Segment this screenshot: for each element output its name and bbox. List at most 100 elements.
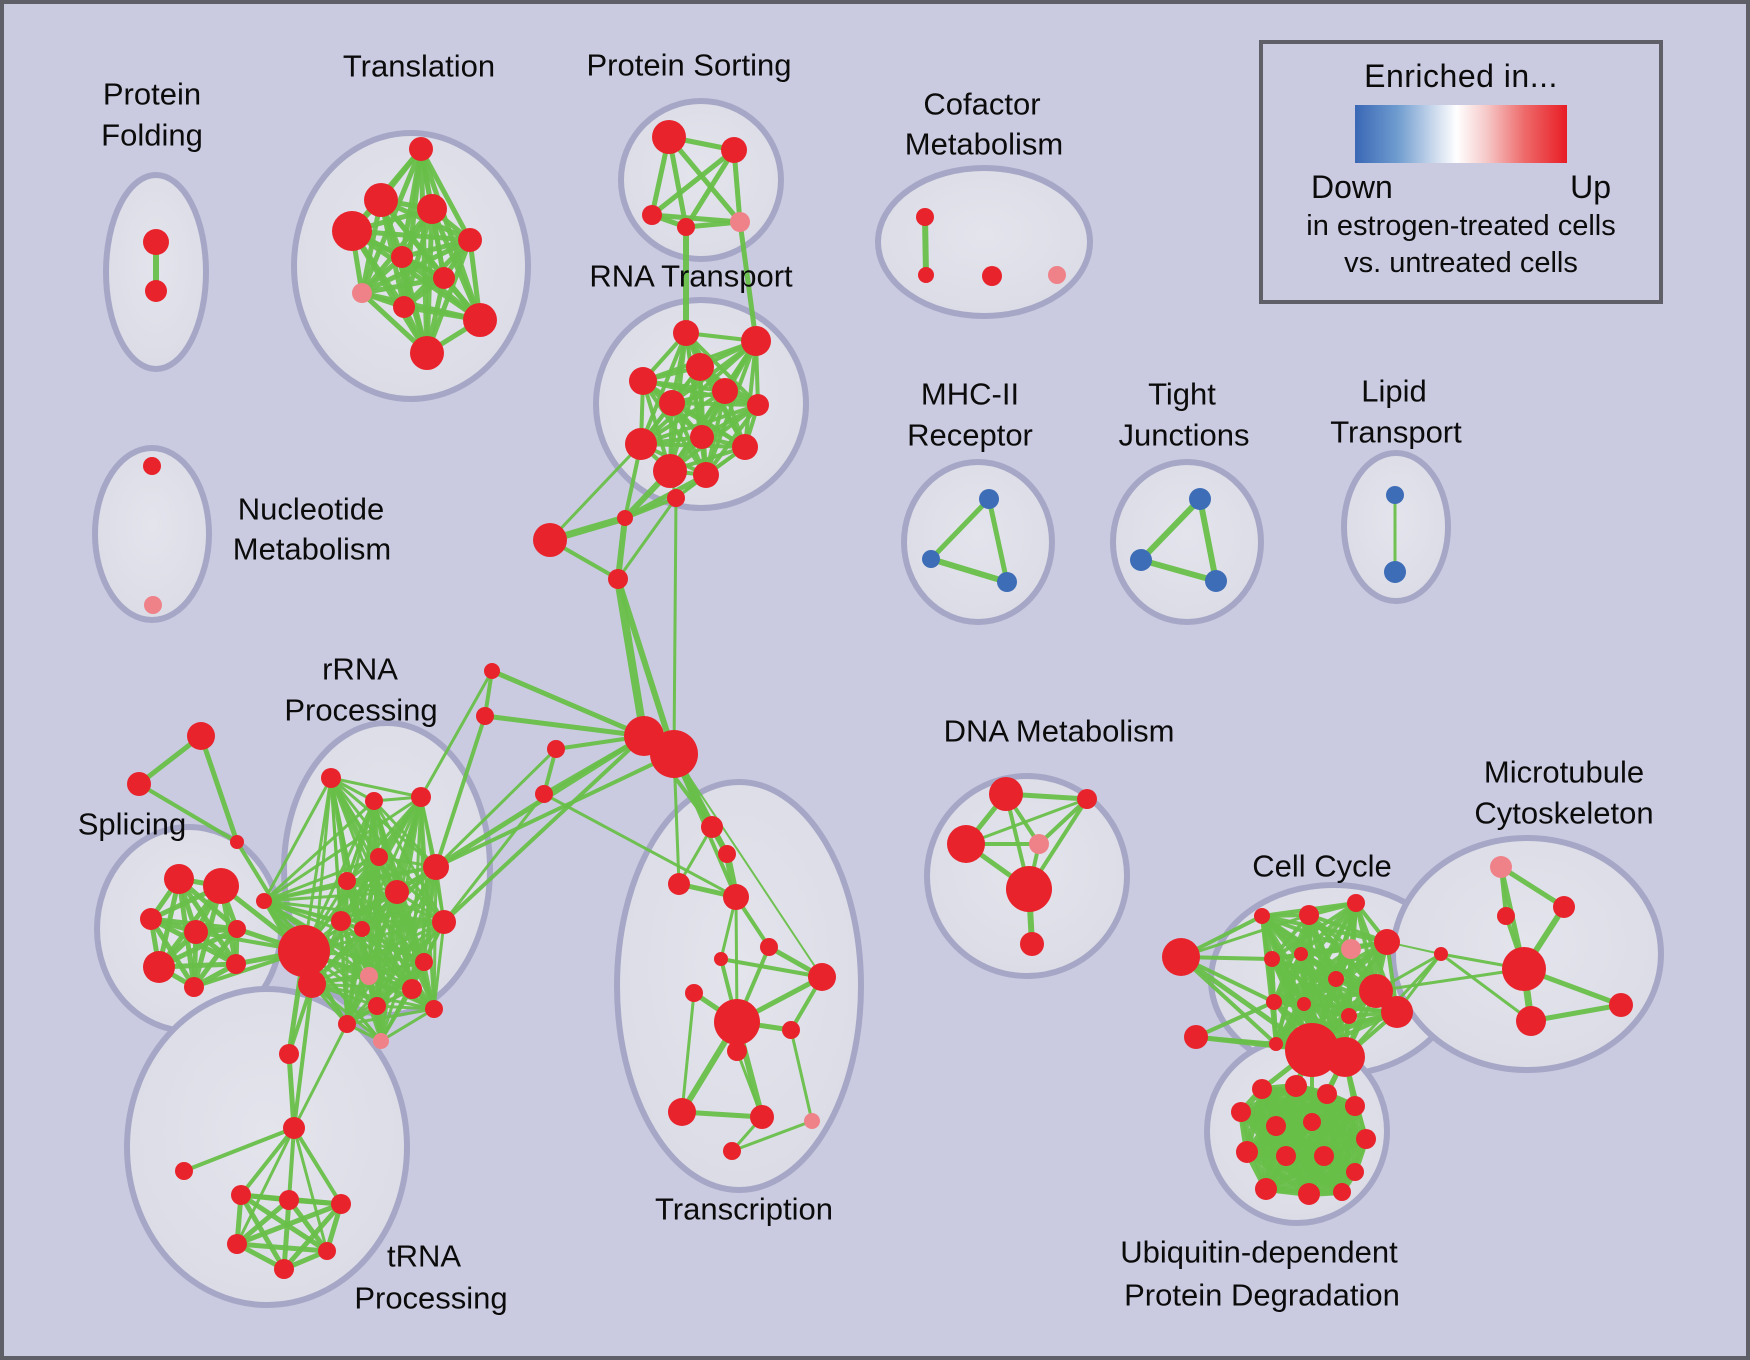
network-edge xyxy=(641,379,760,407)
network-edge xyxy=(922,214,929,278)
network-node-rr8 xyxy=(256,893,272,909)
network-edge xyxy=(928,556,1010,585)
network-node-mcp xyxy=(1490,856,1512,878)
network-edge xyxy=(730,1119,814,1153)
network-edge xyxy=(292,1126,329,1253)
network-edge xyxy=(639,331,688,446)
network-node-rr10 xyxy=(354,921,370,937)
network-node-j3 xyxy=(1205,570,1227,592)
network-canvas: Protein Folding Translation Protein Sorting… xyxy=(78,48,1664,1316)
cluster-label-microtubule-cytoskeleton-line1: Microtubule xyxy=(1484,755,1644,790)
network-edge xyxy=(345,920,446,1026)
network-node-s3 xyxy=(140,908,162,930)
network-edge xyxy=(234,1241,330,1254)
network-edge xyxy=(616,496,678,581)
network-node-rr7 xyxy=(385,880,409,904)
network-node-rr15 xyxy=(338,1015,356,1033)
network-node-u5 xyxy=(1345,1096,1365,1116)
network-node-rr9 xyxy=(331,911,351,931)
network-node-r5 xyxy=(712,378,738,404)
network-node-u11 xyxy=(1314,1146,1334,1166)
network-edge xyxy=(419,669,494,799)
network-edge xyxy=(262,795,423,903)
network-node-rr4 xyxy=(423,854,449,880)
network-node-k12 xyxy=(1297,997,1311,1011)
network-edge xyxy=(623,496,678,520)
network-edge xyxy=(1179,913,1311,959)
network-edge xyxy=(614,575,648,740)
network-node-x5 xyxy=(760,938,778,956)
network-edge xyxy=(928,496,992,562)
network-node-k4 xyxy=(1264,951,1280,967)
cluster-label-cell-cycle: Cell Cycle xyxy=(1252,849,1392,884)
network-edge xyxy=(1272,989,1378,1004)
legend-down-label: Down xyxy=(1311,169,1393,205)
network-edge xyxy=(1194,1000,1276,1039)
legend-endpoints: Down Up xyxy=(1311,169,1611,206)
network-node-h1 xyxy=(533,523,567,557)
network-edge xyxy=(302,799,376,953)
network-edge xyxy=(329,776,423,799)
network-node-h3 xyxy=(667,489,685,507)
legend-up-label: Up xyxy=(1570,169,1611,205)
network-node-j1 xyxy=(1189,488,1211,510)
network-edge xyxy=(670,401,760,407)
network-node-mc5 xyxy=(1516,1006,1546,1036)
network-edge xyxy=(1138,496,1203,563)
network-edge xyxy=(442,792,546,924)
network-edge xyxy=(286,1051,297,1131)
network-node-c4 xyxy=(1048,266,1066,284)
network-node-n2 xyxy=(144,596,162,614)
network-edge xyxy=(360,920,446,931)
network-node-mc3 xyxy=(1497,907,1515,925)
network-edge xyxy=(345,1007,436,1026)
cluster-label-protein-folding-line2: Folding xyxy=(101,118,203,153)
network-node-l1 xyxy=(1386,486,1404,504)
network-edge xyxy=(176,876,239,967)
cluster-ellipse-tight-junctions xyxy=(1110,459,1264,625)
network-node-u13 xyxy=(1255,1178,1277,1200)
network-edge xyxy=(234,1197,292,1247)
network-edge xyxy=(641,379,708,477)
network-node-k15 xyxy=(1269,1037,1283,1051)
network-node-d3 xyxy=(947,825,985,863)
network-edge xyxy=(432,920,446,1011)
network-node-g1 xyxy=(1285,1023,1339,1077)
network-node-s2 xyxy=(203,868,239,904)
network-edge xyxy=(1197,496,1219,584)
network-node-mc4 xyxy=(1502,947,1546,991)
network-node-t11 xyxy=(410,336,444,370)
network-node-t10 xyxy=(463,303,497,337)
network-edge xyxy=(345,960,426,1026)
network-node-p3 xyxy=(642,205,662,225)
network-node-u10 xyxy=(1276,1146,1296,1166)
cluster-label-rrna-processing-line1: rRNA xyxy=(322,652,398,687)
network-node-k13 xyxy=(1266,994,1282,1010)
network-edge xyxy=(377,855,446,924)
network-node-w3 xyxy=(547,740,565,758)
cluster-label-tight-junctions-line1: Tight xyxy=(1148,377,1216,412)
network-node-x6 xyxy=(714,952,728,966)
network-node-rr12 xyxy=(298,970,326,998)
cluster-label-transcription: Transcription xyxy=(655,1192,833,1227)
network-edge xyxy=(1272,977,1338,1004)
network-edge xyxy=(1270,901,1358,961)
network-edge xyxy=(649,212,743,225)
network-node-s11 xyxy=(230,835,244,849)
network-node-x15 xyxy=(723,1142,741,1160)
network-edge xyxy=(683,147,737,230)
cluster-label-lipid-transport-line1: Lipid xyxy=(1361,374,1427,409)
network-node-tn6 xyxy=(227,1234,247,1254)
network-edge xyxy=(375,1004,436,1011)
legend-caption-line2: vs. untreated cells xyxy=(1344,247,1578,279)
network-edge xyxy=(339,919,446,924)
network-node-h4 xyxy=(608,569,628,589)
network-edge xyxy=(639,403,760,446)
network-node-d1 xyxy=(989,777,1023,811)
network-node-mc6 xyxy=(1609,993,1633,1017)
cluster-label-nucleotide-metabolism-line1: Nucleotide xyxy=(238,492,384,527)
network-edge xyxy=(672,496,678,756)
network-edge xyxy=(418,146,473,243)
network-node-rr19 xyxy=(425,1000,443,1018)
network-node-k8 xyxy=(1328,971,1344,987)
